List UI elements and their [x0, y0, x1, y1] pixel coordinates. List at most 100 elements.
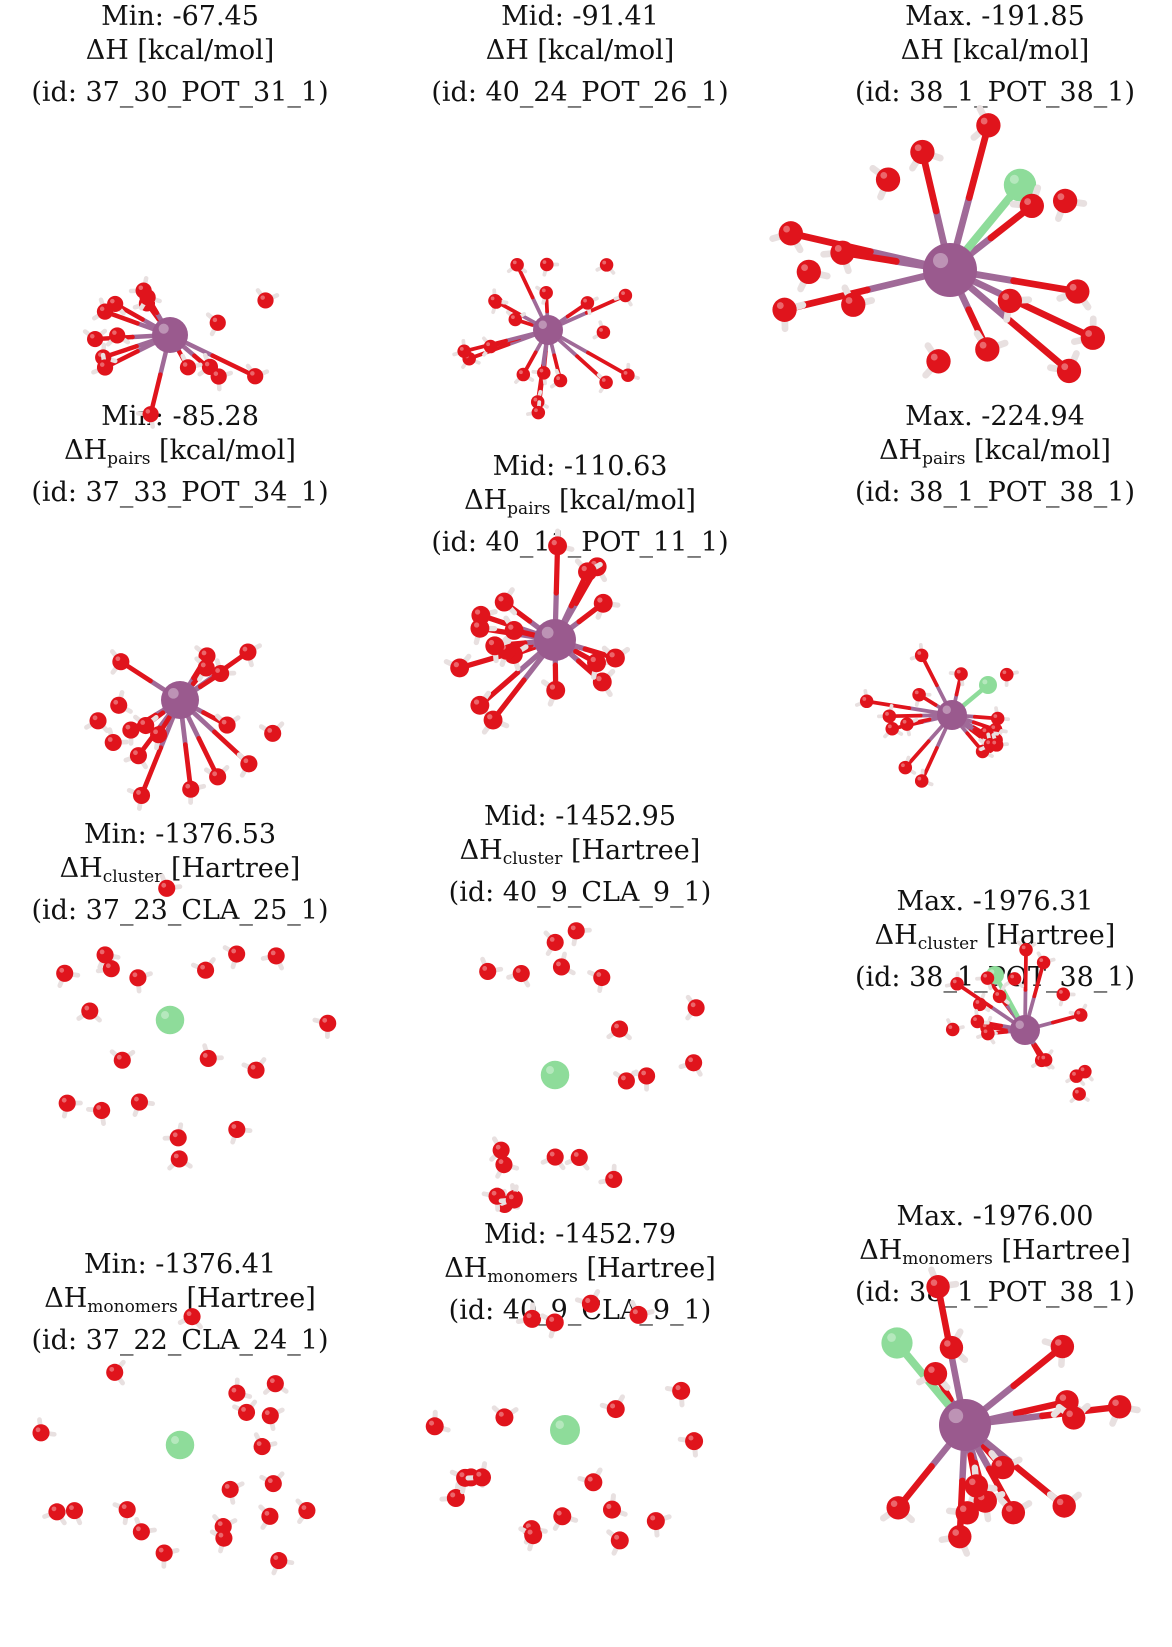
oxygen-atom-highlight [498, 596, 503, 601]
oxygen-atom-highlight [100, 307, 105, 312]
chlorine-atom-highlight [556, 1421, 564, 1429]
oxygen-atom-highlight [231, 1124, 236, 1129]
oxygen-atom [97, 946, 114, 963]
oxygen-atom-highlight [185, 784, 190, 789]
oxygen-atom-highlight [474, 622, 479, 627]
oxygen-atom-highlight [513, 261, 517, 265]
oxygen-atom [638, 1067, 655, 1084]
oxygen-atom [990, 738, 1004, 752]
chlorine-atom [156, 1006, 185, 1035]
oxygen-atom-highlight [880, 172, 887, 179]
oxygen-atom [973, 998, 987, 1012]
oxygen-atom [493, 1142, 510, 1159]
oxygen-atom-highlight [202, 651, 207, 656]
oxygen-atom-highlight [84, 1006, 89, 1011]
oxygen-atom [59, 1095, 76, 1112]
oxygen-atom [582, 1295, 600, 1313]
oxygen-atom-highlight [624, 371, 628, 375]
oxygen-atom-highlight [270, 1378, 275, 1383]
oxygen-atom [240, 755, 257, 772]
oxygen-atom [899, 761, 913, 775]
chlorine-atom [550, 1415, 580, 1445]
oxygen-atom-highlight [621, 291, 625, 295]
oxygen-atom-highlight [52, 1506, 57, 1511]
oxygen-atom [1037, 956, 1051, 970]
potassium-atom-highlight [949, 1409, 964, 1424]
oxygen-atom-highlight [1057, 193, 1064, 200]
oxygen-atom [924, 1362, 947, 1385]
oxygen-atom-highlight [526, 1313, 531, 1318]
oxygen-atom [1053, 1494, 1076, 1517]
oxygen-atom-highlight [973, 1017, 977, 1021]
oxygen-atom [547, 1148, 564, 1165]
oxygen-atom-highlight [903, 720, 907, 724]
oxygen-atom [971, 1015, 985, 1029]
oxygen-atom [1108, 1395, 1131, 1418]
oxygen-atom [1051, 1335, 1074, 1358]
oxygen-atom [553, 1507, 571, 1525]
oxygen-atom-highlight [846, 297, 853, 304]
oxygen-atom [505, 621, 524, 640]
oxygen-atom [940, 1336, 963, 1359]
oxygen-atom-highlight [508, 625, 513, 630]
oxygen-atom-highlight [203, 1053, 208, 1058]
oxygen-atom-highlight [133, 750, 138, 755]
chlorine-atom [166, 1431, 195, 1460]
oxygen-atom [950, 977, 964, 991]
oxygen-atom-highlight [885, 712, 889, 716]
chlorine-atom-highlight [546, 1066, 554, 1074]
oxygen-atom [426, 1417, 444, 1435]
oxygen-atom [599, 376, 613, 390]
oxygen-atom [998, 289, 1022, 313]
oxygen-atom [876, 167, 900, 191]
oxygen-atom [772, 298, 796, 322]
chlorine-atom-highlight [161, 1011, 169, 1019]
oxygen-atom [975, 337, 999, 361]
oxygen-atom-highlight [980, 342, 987, 349]
oxygen-atom [129, 969, 146, 986]
oxygen-atom [457, 345, 471, 359]
oxygen-atom [672, 1382, 690, 1400]
oxygen-atom-highlight [499, 1412, 504, 1417]
oxygen-atom [885, 722, 899, 736]
oxygen-atom-highlight [509, 1195, 514, 1200]
oxygen-atom [209, 768, 226, 785]
potassium-atom [534, 619, 576, 661]
oxygen-atom-highlight [222, 720, 227, 725]
oxygen-atom [81, 1003, 98, 1020]
oxygen-atom [1065, 279, 1089, 303]
oxygen-atom [548, 536, 567, 555]
potassium-atom [161, 681, 199, 719]
oxygen-atom [137, 717, 154, 734]
oxygen-atom [106, 1364, 123, 1381]
oxygen-atom-highlight [599, 328, 603, 332]
oxygen-atom-highlight [1112, 1399, 1119, 1406]
oxygen-atom [133, 1523, 150, 1540]
oxygen-atom-highlight [596, 972, 601, 977]
oxygen-atom-highlight [585, 1298, 590, 1303]
oxygen-atom-highlight [1022, 945, 1026, 949]
oxygen-atom [105, 734, 122, 751]
oxygen-atom [130, 747, 147, 764]
oxygen-atom [210, 315, 226, 331]
oxygen-atom-highlight [273, 1555, 278, 1560]
oxygen-atom [948, 1525, 971, 1548]
oxygen-atom [238, 1404, 255, 1421]
oxygen-atom [222, 1481, 239, 1498]
oxygen-atom [180, 359, 196, 375]
oxygen-atom-highlight [454, 662, 459, 667]
oxygen-atom-highlight [981, 118, 988, 125]
oxygen-atom-highlight [783, 226, 790, 233]
oxygen-atom [97, 304, 113, 320]
oxygen-atom [1062, 1406, 1085, 1429]
oxygen-atom-highlight [1055, 1339, 1062, 1346]
oxygen-atom [568, 922, 585, 939]
oxygen-atom [267, 1375, 284, 1392]
oxygen-atom-highlight [957, 670, 961, 674]
oxygen-atom [228, 945, 245, 962]
oxygen-atom [1020, 194, 1044, 218]
oxygen-atom-highlight [556, 376, 560, 380]
oxygen-atom-highlight [489, 640, 494, 645]
oxygen-atom [981, 971, 995, 985]
oxygen-atom-highlight [1072, 1072, 1076, 1076]
